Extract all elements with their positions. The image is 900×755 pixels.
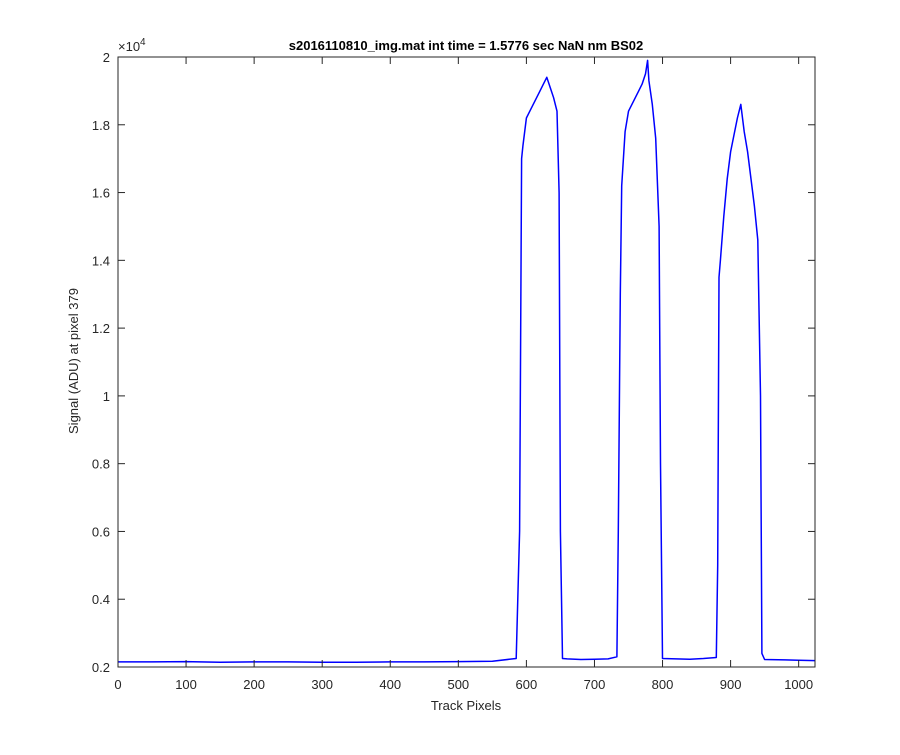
y-axis-label-group: Signal (ADU) at pixel 379 <box>66 288 81 434</box>
y-axis-exponent: ×10 4 <box>118 37 146 54</box>
x-tick-label: 0 <box>114 677 121 692</box>
plot-line-layer <box>118 59 816 664</box>
x-tick-label: 400 <box>379 677 401 692</box>
x-tick-label: 800 <box>652 677 674 692</box>
y-tick-label: 1.2 <box>92 321 110 336</box>
y-tick-label: 1.4 <box>92 253 110 268</box>
x-tick-label: 1000 <box>784 677 813 692</box>
x-tick-label: 600 <box>516 677 538 692</box>
x-axis-label: Track Pixels <box>431 698 502 713</box>
y-tick-label: 1 <box>103 389 110 404</box>
x-tick-label: 900 <box>720 677 742 692</box>
x-tick-label: 700 <box>584 677 606 692</box>
tick-layer: 0 100 200 300 400 500 600 700 800 900 1000 0.2 0.4 0.… <box>92 50 815 692</box>
y-tick-label: 0.2 <box>92 660 110 675</box>
y-tick-label: 0.4 <box>92 592 110 607</box>
y-tick-label: 0.8 <box>92 457 110 472</box>
y-tick-label: 1.6 <box>92 186 110 201</box>
x-axis-label-group: Track Pixels <box>431 698 502 713</box>
y-exponent-base: ×10 <box>118 39 140 54</box>
x-tick-label: 300 <box>311 677 333 692</box>
y-tick-label: 0.6 <box>92 524 110 539</box>
y-tick-label: 2 <box>103 50 110 65</box>
y-exponent-power: 4 <box>140 37 146 48</box>
y-axis-label: Signal (ADU) at pixel 379 <box>66 288 81 434</box>
series-line-0 <box>118 59 816 664</box>
plot-area-border <box>117 56 816 668</box>
x-tick-label: 500 <box>447 677 469 692</box>
x-tick-label: 100 <box>175 677 197 692</box>
x-tick-label: 200 <box>243 677 265 692</box>
y-tick-label: 1.8 <box>92 118 110 133</box>
chart-title: s2016110810_img.mat int time = 1.5776 se… <box>289 38 643 53</box>
